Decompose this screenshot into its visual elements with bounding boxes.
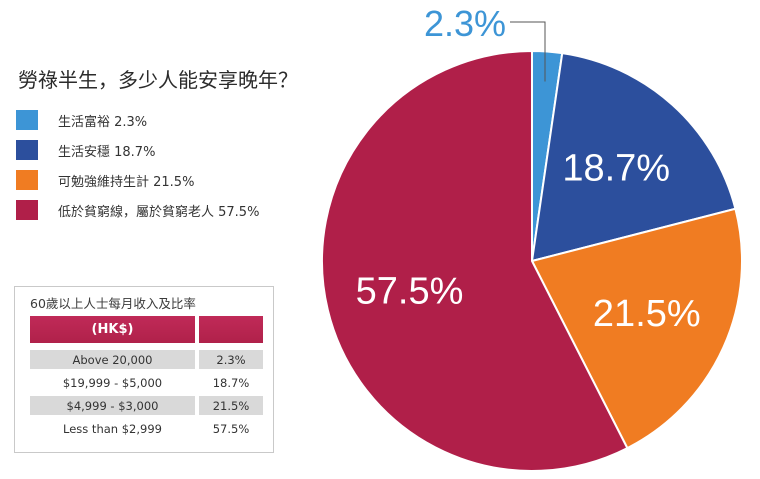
table-row: $19,999 - $5,000 18.7% [30,373,263,392]
pie-slice-poverty [321,49,629,472]
pie-label-wealthy: 2.3% [424,3,506,44]
legend-swatch-wealthy [16,110,38,130]
pie-label-stable: 18.7% [562,147,670,189]
table-cell-range: $19,999 - $5,000 [30,373,195,392]
legend-label-wealthy: 生活富裕 2.3% [58,114,148,130]
table-row: Above 20,000 2.3% [30,350,263,369]
table-row: Less than $2,999 57.5% [30,419,263,438]
legend-item-wealthy: 生活富裕 2.3% [16,105,306,135]
table-cell-percent: 2.3% [199,350,263,369]
pie-label-poverty: 57.5% [356,270,464,312]
pie-label-getting-by: 21.5% [593,293,701,335]
table-cell-percent: 18.7% [199,373,263,392]
legend-item-getting-by: 可勉強維持生計 21.5% [16,165,306,195]
table-cell-range: Above 20,000 [30,350,195,369]
chart-title: 勞祿半生，多少人能安享晚年？ [18,68,298,92]
table-header-range: (HK$) [30,316,195,343]
legend-item-poverty: 低於貧窮線，屬於貧窮老人 57.5% [16,195,306,225]
pie-leader-line [510,21,546,82]
income-table-title: 60歲以上人士每月收入及比率 [30,296,196,311]
legend-item-stable: 生活安穩 18.7% [16,135,306,165]
pie-slice-getting-by [530,207,743,450]
table-cell-percent: 21.5% [199,396,263,415]
table-header-percent [199,316,263,343]
legend-label-getting-by: 可勉強維持生計 21.5% [58,174,195,190]
pie-slice-stable [530,52,737,263]
legend-label-stable: 生活安穩 18.7% [58,144,156,160]
legend-swatch-stable [16,140,38,160]
income-table: 60歲以上人士每月收入及比率 (HK$) Above 20,000 2.3% $… [14,286,274,453]
table-row: $4,999 - $3,000 21.5% [30,396,263,415]
table-cell-range: $4,999 - $3,000 [30,396,195,415]
legend-swatch-poverty [16,200,38,220]
table-cell-range: Less than $2,999 [30,419,195,438]
table-cell-percent: 57.5% [199,419,263,438]
legend-swatch-getting-by [16,170,38,190]
legend: 生活富裕 2.3% 生活安穩 18.7% 可勉強維持生計 21.5% 低於貧窮線… [16,105,306,225]
legend-label-poverty: 低於貧窮線，屬於貧窮老人 57.5% [58,204,260,220]
